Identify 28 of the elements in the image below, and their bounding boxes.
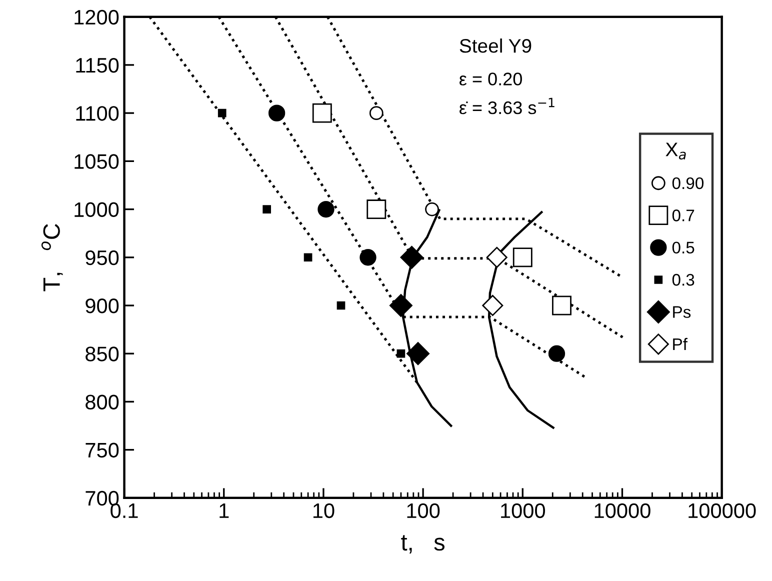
annotation: ε = 0.20 bbox=[460, 72, 522, 86]
y-tick-label: 900 bbox=[86, 298, 119, 314]
x-tick-label: 10000 bbox=[594, 503, 650, 518]
x-tick-label: 100 bbox=[407, 503, 440, 518]
legend-label: Ps bbox=[673, 306, 691, 318]
y-tick-label: 750 bbox=[86, 442, 119, 458]
x-tick-label: 10 bbox=[313, 503, 334, 518]
y-tick-label: 850 bbox=[86, 346, 119, 362]
legend-label: 0.3 bbox=[672, 274, 694, 286]
legend-title: X$_{a}$ bbox=[666, 142, 686, 160]
y-axis-title: T, $^{o}$C bbox=[41, 224, 63, 292]
annotation: ε̇ = 3.63 s$^{−1}$ bbox=[460, 98, 554, 114]
y-tick-label: 1050 bbox=[74, 154, 119, 169]
legend-label: Pf bbox=[673, 338, 688, 350]
legend-label: 0.5 bbox=[672, 242, 694, 254]
x-tick-label: 1000 bbox=[501, 503, 546, 518]
y-tick-label: 800 bbox=[86, 394, 119, 410]
legend-label: 0.7 bbox=[672, 210, 694, 222]
annotation: Steel Y9 bbox=[460, 38, 532, 53]
y-tick-label: 950 bbox=[86, 250, 119, 266]
y-tick-label: 1200 bbox=[74, 10, 119, 25]
y-tick-label: 1150 bbox=[76, 58, 119, 73]
y-tick-label: 1100 bbox=[76, 106, 119, 121]
x-axis-title: t, s bbox=[401, 535, 445, 554]
legend-label: 0.90 bbox=[672, 177, 704, 190]
x-tick-label: 1 bbox=[220, 504, 229, 518]
x-tick-label: 100000 bbox=[688, 503, 756, 518]
y-tick-label: 1000 bbox=[74, 202, 119, 218]
